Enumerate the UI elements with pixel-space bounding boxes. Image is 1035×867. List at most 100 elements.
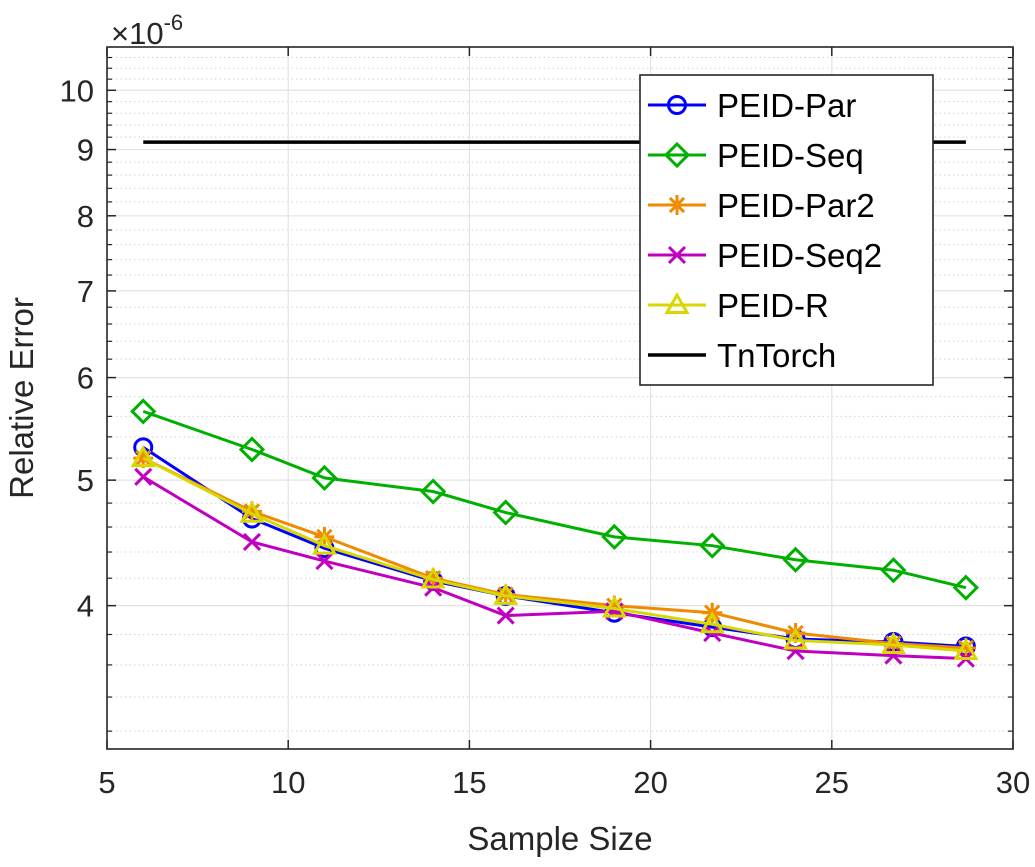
x-tick-label: 25 [815,765,849,800]
diamond-marker-shape [952,574,980,601]
series-line-peid-seq2 [142,475,966,661]
series-peid-r [130,445,979,661]
x-tick-label: 15 [452,765,486,800]
diamond-marker-shape [420,478,447,505]
data-point-peid-r [953,637,979,661]
legend-box [639,74,934,386]
series-line-peid-par [142,446,966,648]
data-point-peid-seq [699,532,726,559]
x-tick-label: 20 [633,765,667,800]
data-point-peid-seq [880,557,907,584]
data-point-peid-r [699,611,725,634]
data-point-peid-seq [311,464,338,492]
legend: PEID-Par PEID-Seq PEID-Par2 PEID-Seq2 PEID-R… [639,74,934,386]
legend-label: PEID-Seq [717,137,864,174]
asterisk-stroke [243,503,261,520]
x-tick-label: 5 [98,765,115,800]
series-line-peid-par2 [142,456,966,650]
data-point-peid-r [130,445,156,468]
diamond-marker-shape [782,546,809,573]
y-tick-label: 5 [77,463,94,498]
legend-label: PEID-Par [717,87,856,124]
x-stroke [315,551,334,571]
y-tick-label: 6 [77,361,94,396]
diamond-marker-shape [699,532,726,559]
legend-entry-peid-seq: PEID-Seq [648,137,864,174]
data-point-peid-seq2 [884,646,903,665]
data-point-peid-seq [420,478,447,505]
data-point-peid-seq2 [134,467,153,486]
diamond-marker-shape [238,436,266,463]
y-exponent-power: -6 [164,10,184,35]
triangle-marker-shape [239,500,265,523]
triangle-marker-shape [699,611,725,634]
triangle-marker-shape [664,291,690,314]
triangle-marker-shape [953,637,979,661]
data-point-peid-r [601,595,627,618]
diamond-marker-shape [663,141,691,169]
y-tick-label: 4 [77,589,94,624]
legend-marker [667,95,687,115]
diamond-marker-shape [492,499,519,526]
diamond-marker-shape [130,398,157,425]
triangle-marker-shape [493,582,519,605]
x-tick-label: 10 [271,765,305,800]
x-tick-label: 30 [996,765,1030,800]
series-peid-seq [130,398,980,601]
data-point-peid-seq [952,574,980,601]
legend-label: PEID-Seq2 [717,237,882,274]
triangle-marker-shape [130,445,156,468]
legend-entry-peid-par2: PEID-Par2 [648,187,875,224]
x-axis-title: Sample Size [467,820,652,857]
data-point-peid-r [880,631,906,654]
data-point-peid-seq [130,398,157,425]
triangle-marker-shape [420,566,446,589]
data-point-peid-seq2 [242,532,262,551]
y-tick-label: 8 [77,199,94,234]
legend-label: TnTorch [717,337,836,374]
triangle-marker-shape [311,532,338,555]
legend-entry-peid-seq2: PEID-Seq2 [648,237,882,274]
diamond-marker-shape [880,557,907,584]
data-point-peid-r [420,566,446,589]
y-axis-title: Relative Error [3,297,40,499]
x-stroke [134,467,153,486]
legend-marker [667,195,687,215]
diamond-marker-shape [311,464,338,492]
data-point-peid-seq2 [315,551,334,571]
legend-label: PEID-Par2 [717,187,875,224]
legend-entry-tntorch: TnTorch [648,337,836,374]
triangle-marker-shape [782,627,809,650]
x-stroke [242,532,262,551]
legend-entry-peid-par: PEID-Par [648,87,856,124]
legend-entry-peid-r: PEID-R [648,287,829,324]
asterisk-stroke [668,196,686,214]
data-point-peid-seq [492,499,519,526]
data-point-peid-seq [782,546,809,573]
axis-ticks: 4 5 6 7 8 9 10 5 10 15 20 25 30 [60,47,1030,800]
series-line-peid-r [142,456,967,653]
data-point-peid-r [493,582,519,605]
asterisk-stroke [885,635,902,652]
series-line-peid-seq [142,409,967,590]
x-stroke [786,641,805,661]
x-stroke [496,606,515,625]
diamond-marker-shape [601,523,628,551]
y-tick-label: 9 [77,133,94,168]
data-point-peid-r [311,532,338,555]
data-point-peid-seq2 [786,641,805,661]
legend-marker [663,141,691,169]
data-point-peid-seq [238,436,266,463]
y-tick-label: 7 [77,274,94,309]
y-exponent-label: ×10-6 [111,10,183,51]
legend-marker [667,245,687,265]
circle-marker-shape [667,95,687,115]
y-tick-label: 10 [60,73,94,108]
data-point-peid-r [239,500,265,523]
series-layer [130,140,980,668]
y-exponent-base: ×10 [111,16,164,51]
triangle-marker-shape [880,631,906,654]
legend-marker [664,291,690,314]
legend-label: PEID-R [717,287,829,324]
